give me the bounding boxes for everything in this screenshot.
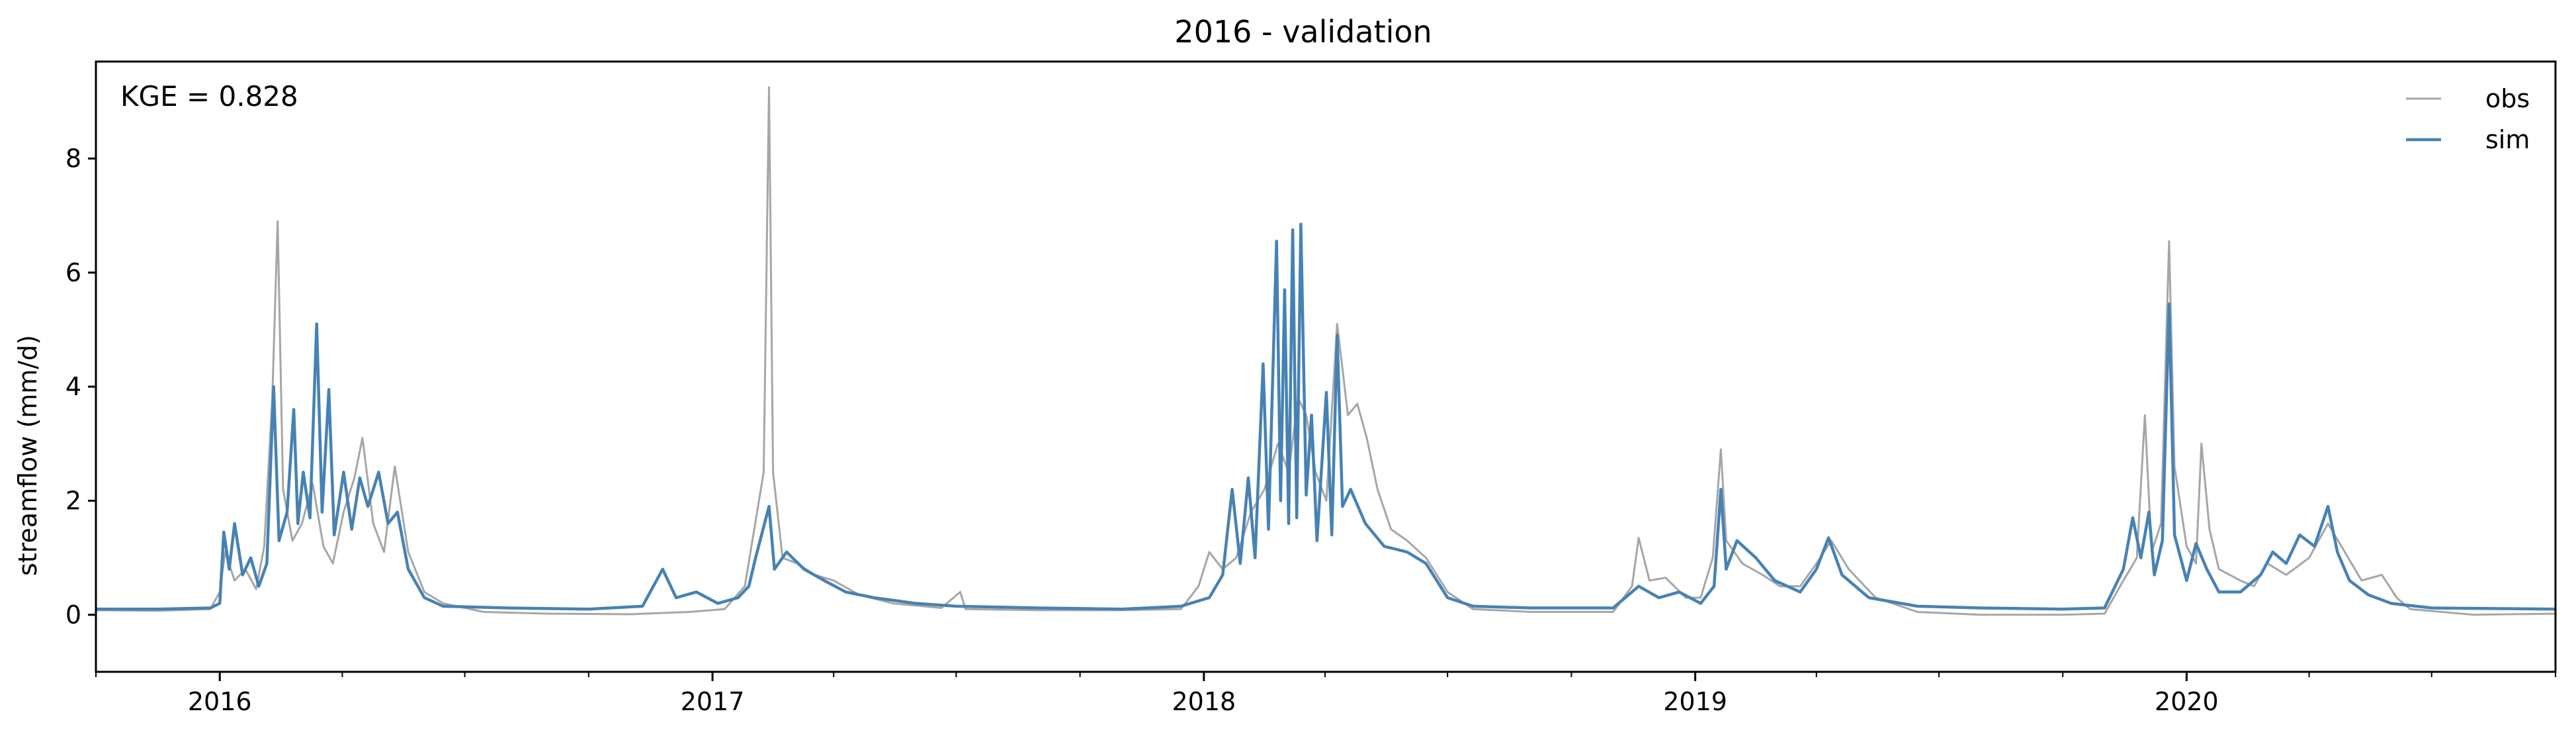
- chart-title: 2016 - validation: [1174, 14, 1432, 50]
- legend-sim-label: sim: [2485, 125, 2530, 154]
- x-tick-label: 2020: [2155, 687, 2219, 716]
- y-axis-label: streamflow (mm/d): [13, 335, 42, 576]
- axes-frame: [95, 60, 2557, 673]
- y-tick-label: 2: [65, 486, 81, 515]
- y-tick-label: 6: [65, 258, 81, 287]
- series-layer: [95, 86, 2556, 616]
- x-tick-label: 2017: [681, 687, 745, 716]
- y-tick-label: 4: [65, 372, 81, 401]
- kge-annotation: KGE = 0.828: [120, 80, 298, 113]
- series-line-obs: [95, 86, 2556, 616]
- x-tick-label: 2016: [188, 687, 252, 716]
- y-tick-label: 8: [65, 144, 81, 173]
- plot-area: 0 2 4 6 8 2016 2017 2018 2019 2020: [65, 60, 2557, 716]
- x-tick-label: 2018: [1172, 687, 1236, 716]
- y-tick-label: 0: [65, 600, 81, 629]
- series-line-sim: [96, 222, 2556, 611]
- legend-obs-label: obs: [2485, 84, 2530, 113]
- tick-layer: 0 2 4 6 8 2016 2017 2018 2019 2020: [65, 144, 2556, 716]
- x-tick-label: 2019: [1663, 687, 1727, 716]
- legend: obs sim: [2406, 84, 2530, 154]
